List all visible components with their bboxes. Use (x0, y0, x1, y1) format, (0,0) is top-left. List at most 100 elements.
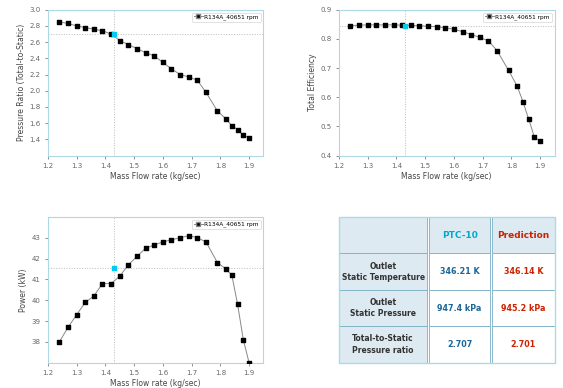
Point (158, 59, 167, 66)
Point (193, 77, 202, 83)
Point (150, 242, 159, 248)
Legend: R134A_40651 rpm: R134A_40651 rpm (483, 13, 552, 22)
Text: 945.2 kPa: 945.2 kPa (501, 303, 546, 313)
Point (106, 281, 115, 287)
Point (150, 53, 159, 59)
Point (90, 26, 99, 32)
Point (64, 324, 73, 331)
Point (109, 31, 118, 37)
Point (202, 239, 211, 245)
Point (213, 260, 222, 266)
Point (124, 42, 133, 48)
Bar (492, 326, 555, 363)
Point (423, 23, 432, 29)
Point (493, 47, 502, 54)
Point (415, 23, 424, 29)
Point (475, 34, 484, 40)
Point (222, 116, 231, 122)
Point (124, 262, 133, 268)
Point (363, 22, 372, 28)
Text: 947.4 kPa: 947.4 kPa (437, 303, 482, 313)
Point (115, 37, 124, 43)
Point (98, 281, 107, 287)
Bar (492, 253, 555, 290)
Point (244, 135, 253, 141)
Point (519, 99, 528, 105)
Point (132, 45, 141, 52)
Point (72, 23, 81, 29)
Bar (492, 290, 555, 326)
Bar (339, 217, 427, 253)
Point (458, 28, 467, 35)
Point (213, 108, 222, 114)
Legend: R134A_40651 rpm: R134A_40651 rpm (192, 13, 261, 22)
Y-axis label: Pressure Ratio (Total-to-Static): Pressure Ratio (Total-to-Static) (17, 24, 26, 141)
Point (176, 71, 185, 78)
Point (432, 24, 441, 30)
Point (227, 272, 236, 278)
Point (202, 89, 211, 95)
Point (233, 301, 242, 308)
Point (158, 239, 167, 245)
Point (355, 22, 364, 28)
Text: Outlet
Static Pressure: Outlet Static Pressure (350, 298, 416, 318)
X-axis label: Mass Flow rate (kg/sec): Mass Flow rate (kg/sec) (110, 379, 201, 388)
Text: 2.701: 2.701 (511, 340, 536, 349)
Point (513, 83, 522, 89)
Point (222, 266, 231, 272)
Text: 346.14 K: 346.14 K (503, 267, 543, 276)
Point (55, 19, 64, 25)
Bar (430, 290, 490, 326)
Point (184, 74, 193, 80)
Point (167, 66, 176, 72)
Bar (430, 326, 490, 363)
Point (406, 23, 415, 29)
Point (81, 24, 90, 31)
Point (132, 253, 141, 260)
Point (64, 21, 73, 27)
Point (98, 28, 107, 34)
Point (524, 116, 533, 122)
Point (167, 237, 176, 243)
Point (239, 132, 248, 139)
Point (72, 312, 81, 318)
Point (381, 22, 390, 28)
Point (400, 23, 409, 29)
Legend: R134A_40651 rpm: R134A_40651 rpm (192, 220, 261, 229)
Bar (339, 253, 427, 290)
Text: PTC-10: PTC-10 (442, 230, 477, 240)
Point (346, 23, 355, 29)
Y-axis label: Total Efficiency: Total Efficiency (309, 54, 318, 111)
Point (372, 22, 381, 28)
Point (441, 25, 450, 31)
Point (397, 22, 406, 28)
X-axis label: Mass Flow rate (kg/sec): Mass Flow rate (kg/sec) (401, 172, 492, 181)
Point (81, 299, 90, 305)
Point (109, 265, 118, 271)
Point (449, 26, 458, 32)
Y-axis label: Power (kW): Power (kW) (20, 268, 29, 312)
X-axis label: Mass Flow rate (kg/sec): Mass Flow rate (kg/sec) (110, 172, 201, 181)
Point (184, 232, 193, 239)
Point (90, 293, 99, 299)
Point (504, 67, 513, 73)
Bar (430, 253, 490, 290)
Point (193, 235, 202, 241)
Point (141, 245, 150, 251)
Text: 2.707: 2.707 (447, 340, 472, 349)
Point (530, 134, 539, 140)
Point (176, 235, 185, 241)
Point (467, 31, 476, 38)
Point (55, 339, 64, 345)
Point (239, 337, 248, 343)
Bar (339, 290, 427, 326)
Point (535, 138, 544, 144)
Text: Prediction: Prediction (497, 230, 549, 240)
Bar (430, 217, 490, 253)
Text: 346.21 K: 346.21 K (440, 267, 480, 276)
Point (141, 50, 150, 56)
Text: Outlet
Static Temperature: Outlet Static Temperature (342, 262, 425, 282)
Point (115, 273, 124, 279)
Text: Total-to-Static
Pressure ratio: Total-to-Static Pressure ratio (352, 334, 414, 355)
Bar (339, 326, 427, 363)
